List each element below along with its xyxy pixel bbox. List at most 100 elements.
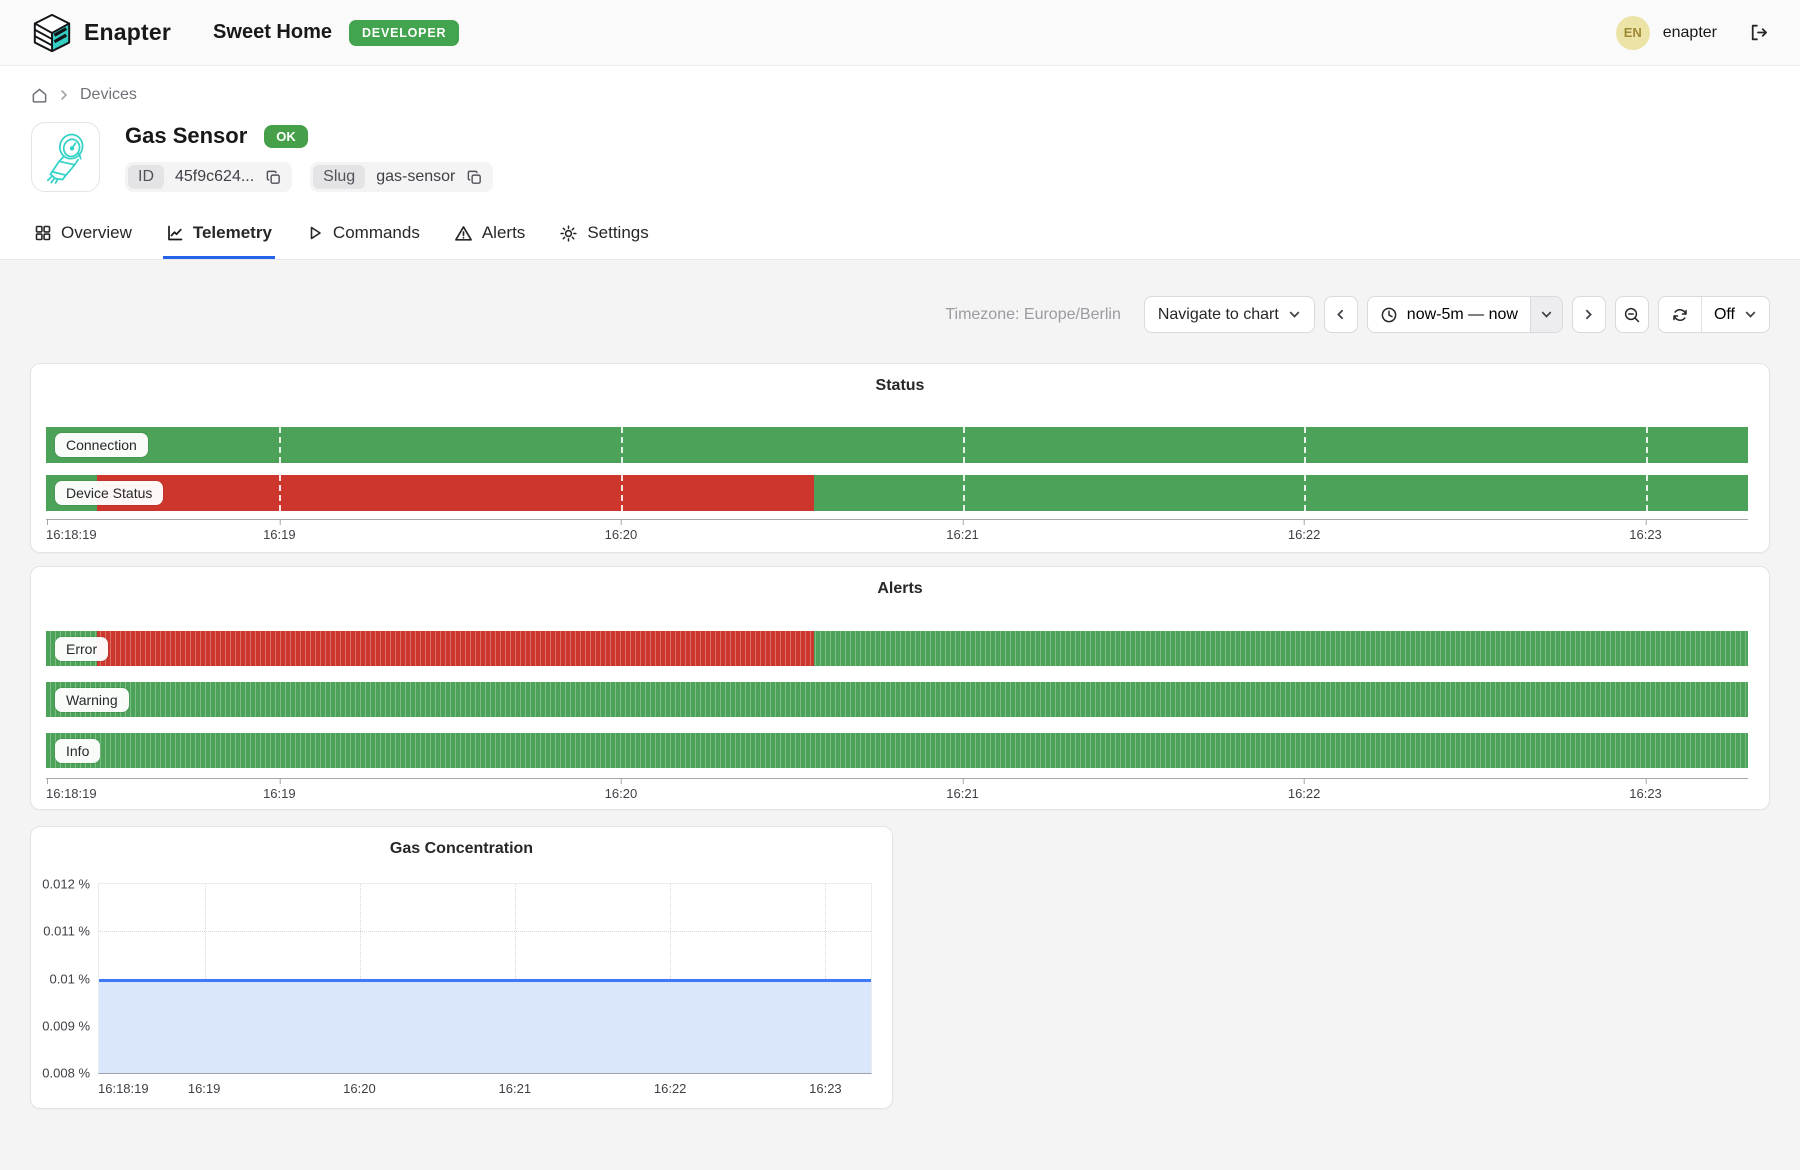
username[interactable]: enapter bbox=[1662, 23, 1717, 41]
zoom-out-button[interactable] bbox=[1614, 296, 1649, 333]
grid-icon bbox=[34, 224, 52, 242]
refresh-button[interactable] bbox=[1658, 297, 1701, 332]
x-axis-tick: 16:20 bbox=[604, 520, 638, 542]
gas-x-axis: 16:18:19 16:19 16:20 16:21 16:22 16:23 bbox=[98, 1074, 872, 1104]
refresh-icon bbox=[1671, 306, 1689, 324]
gas-chart-canvas[interactable]: 0.012 % 0.011 % 0.01 % 0.009 % 0.008 % bbox=[42, 877, 872, 1081]
series-label-chip: Info bbox=[55, 738, 101, 763]
logout-icon bbox=[1748, 22, 1769, 43]
x-axis-tick: 16:23 bbox=[1629, 779, 1662, 801]
auto-refresh-value: Off bbox=[1713, 305, 1735, 323]
gas-series-area bbox=[99, 978, 871, 1073]
developer-badge: DEVELOPER bbox=[348, 19, 460, 46]
device-header: Gas Sensor OK ID 45f9c624... bbox=[0, 104, 1800, 192]
logout-button[interactable] bbox=[1748, 22, 1769, 43]
timeline-row-device-status[interactable]: Device Status bbox=[46, 475, 1748, 511]
dashed-gridline bbox=[1304, 475, 1307, 511]
app-header: Enapter Sweet Home DEVELOPER EN enapter bbox=[0, 0, 1800, 66]
tab-telemetry[interactable]: Telemetry bbox=[162, 214, 275, 259]
navigate-to-chart-dropdown[interactable]: Navigate to chart bbox=[1143, 296, 1315, 333]
time-range-value: now-5m — now bbox=[1406, 305, 1518, 323]
home-icon[interactable] bbox=[31, 87, 48, 104]
state-segment-red bbox=[97, 631, 815, 666]
y-axis-tick: 0.011 % bbox=[43, 923, 90, 939]
tab-commands[interactable]: Commands bbox=[303, 214, 423, 259]
device-id-chip: ID 45f9c624... bbox=[125, 162, 293, 192]
tab-alerts[interactable]: Alerts bbox=[451, 214, 528, 259]
bar-texture bbox=[46, 733, 1748, 768]
telemetry-content: Timezone: Europe/Berlin Navigate to char… bbox=[0, 260, 1800, 1109]
time-range-button[interactable]: now-5m — now bbox=[1367, 297, 1530, 332]
alerts-chart-canvas[interactable]: Error Warning Info bbox=[46, 567, 1748, 809]
zoom-out-icon bbox=[1623, 306, 1641, 324]
breadcrumb-devices-link[interactable]: Devices bbox=[80, 86, 137, 103]
copy-slug-button[interactable] bbox=[466, 169, 483, 186]
alerts-chart-panel: Alerts Error Warning Info 16:18:19 16:19 16:… bbox=[30, 566, 1770, 810]
x-axis-tick: 16:20 bbox=[343, 1081, 376, 1096]
x-axis-tick: 16:18:19 bbox=[46, 779, 97, 801]
chevron-right-icon bbox=[1582, 308, 1595, 321]
brand[interactable]: Enapter bbox=[31, 13, 171, 53]
tab-label: Settings bbox=[587, 223, 649, 242]
clock-icon bbox=[1380, 306, 1398, 324]
x-axis-tick: 16:21 bbox=[946, 520, 979, 542]
x-axis-tick: 16:22 bbox=[1287, 520, 1321, 542]
copy-id-button[interactable] bbox=[265, 169, 282, 186]
x-axis-tick: 16:22 bbox=[653, 1081, 687, 1096]
state-segment-green bbox=[46, 682, 1748, 717]
bar-texture bbox=[46, 682, 1748, 717]
series-label-chip: Device Status bbox=[55, 481, 164, 505]
brand-name: Enapter bbox=[84, 19, 172, 45]
h-gridline bbox=[99, 931, 871, 933]
state-segment-green bbox=[46, 427, 1748, 463]
auto-refresh-dropdown[interactable]: Off bbox=[1700, 297, 1769, 332]
status-chart-canvas[interactable]: Connection Device Status bbox=[46, 364, 1748, 552]
timeline-row-info[interactable]: Info bbox=[46, 733, 1748, 768]
navigate-label: Navigate to chart bbox=[1157, 305, 1279, 323]
state-segment-green bbox=[814, 631, 1748, 666]
gas-concentration-panel: Gas Concentration 0.012 % 0.011 % 0.01 % 0.… bbox=[30, 826, 893, 1109]
page-subheader: Devices Gas Sensor OK bbox=[0, 66, 1800, 260]
copy-icon bbox=[265, 169, 282, 186]
slug-label: Slug bbox=[313, 165, 366, 189]
timeline-row-connection[interactable]: Connection bbox=[46, 427, 1748, 463]
chevron-left-icon bbox=[1334, 308, 1347, 321]
dashed-gridline bbox=[620, 475, 623, 511]
time-range-control: now-5m — now bbox=[1366, 296, 1563, 333]
x-axis-tick: 16:20 bbox=[604, 779, 638, 801]
id-label: ID bbox=[128, 165, 164, 189]
refresh-control: Off bbox=[1657, 296, 1770, 333]
x-axis-tick: 16:22 bbox=[1287, 779, 1321, 801]
enapter-logo-icon bbox=[31, 13, 73, 53]
state-segment-red bbox=[97, 475, 815, 511]
site-name: Sweet Home bbox=[213, 21, 332, 43]
device-slug-chip: Slug gas-sensor bbox=[310, 162, 494, 192]
tab-settings[interactable]: Settings bbox=[556, 214, 651, 259]
timeline-row-error[interactable]: Error bbox=[46, 631, 1748, 666]
slug-value: gas-sensor bbox=[376, 168, 456, 185]
series-label-chip: Connection bbox=[55, 433, 148, 457]
x-axis-tick: 16:18:19 bbox=[46, 520, 97, 542]
tab-overview[interactable]: Overview bbox=[31, 214, 135, 259]
warning-triangle-icon bbox=[454, 224, 473, 243]
avatar[interactable]: EN bbox=[1615, 15, 1650, 50]
tab-label: Telemetry bbox=[192, 223, 272, 242]
dashed-gridline bbox=[962, 427, 965, 463]
time-range-back-button[interactable] bbox=[1323, 296, 1358, 333]
time-range-dropdown-toggle[interactable] bbox=[1529, 297, 1562, 332]
tab-label: Alerts bbox=[481, 223, 526, 242]
alerts-x-axis: 16:18:19 16:19 16:20 16:21 16:22 16:23 bbox=[46, 778, 1748, 808]
timeline-row-warning[interactable]: Warning bbox=[46, 682, 1748, 717]
chevron-down-icon bbox=[1744, 308, 1757, 321]
x-axis-tick: 16:23 bbox=[809, 1081, 842, 1096]
chevron-down-icon bbox=[1540, 308, 1553, 321]
play-icon bbox=[306, 224, 324, 242]
state-segment-green bbox=[814, 475, 1748, 511]
series-label-chip: Warning bbox=[55, 687, 129, 712]
y-axis-tick: 0.009 % bbox=[42, 1018, 90, 1034]
state-segment-green bbox=[46, 733, 1748, 768]
x-axis-tick: 16:19 bbox=[263, 779, 296, 801]
device-avatar-card bbox=[31, 122, 100, 192]
time-range-forward-button[interactable] bbox=[1571, 296, 1606, 333]
x-axis-tick: 16:21 bbox=[946, 779, 979, 801]
